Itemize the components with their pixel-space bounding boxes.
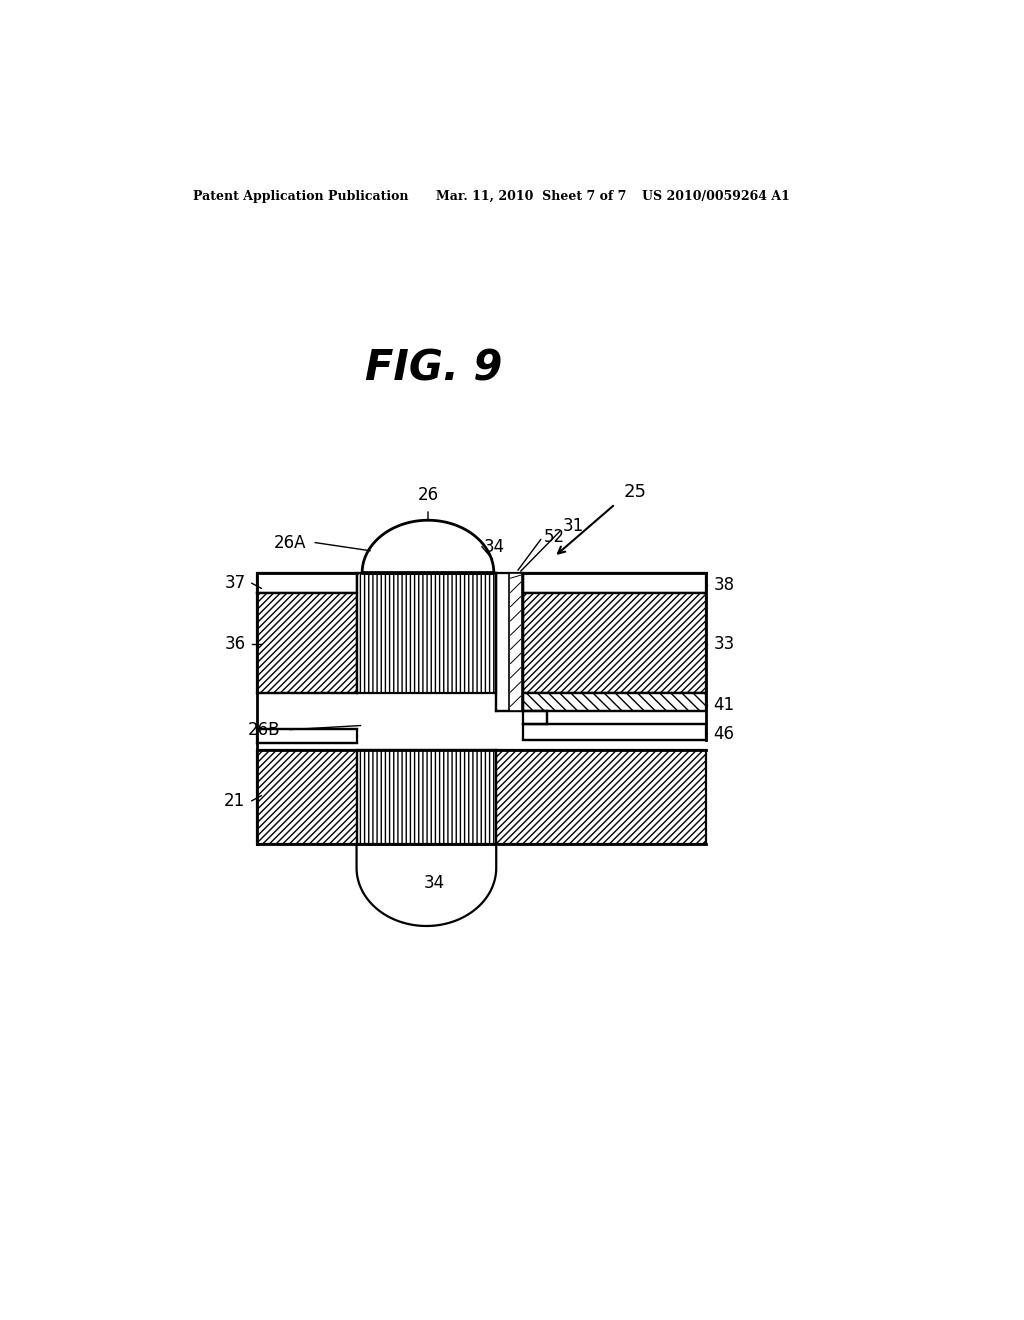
Bar [497, 573, 523, 711]
Text: 36: 36 [224, 635, 246, 653]
Text: 46: 46 [714, 725, 734, 743]
Text: 34: 34 [424, 874, 444, 892]
Polygon shape [356, 845, 497, 927]
Text: 38: 38 [714, 577, 735, 594]
Text: US 2010/0059264 A1: US 2010/0059264 A1 [642, 190, 791, 202]
Text: 37: 37 [224, 574, 246, 593]
Bar [509, 573, 522, 711]
Bar [523, 723, 706, 739]
Bar [523, 711, 547, 723]
Bar [356, 573, 497, 693]
Polygon shape [362, 520, 494, 573]
Bar [356, 750, 497, 845]
Text: 41: 41 [714, 696, 735, 714]
Bar [523, 573, 706, 594]
Text: Mar. 11, 2010  Sheet 7 of 7: Mar. 11, 2010 Sheet 7 of 7 [436, 190, 627, 202]
Text: 34: 34 [483, 537, 505, 556]
Bar [257, 594, 356, 693]
Text: 26A: 26A [273, 533, 306, 552]
Text: 21: 21 [224, 792, 246, 809]
Text: 31: 31 [563, 517, 584, 536]
Bar [257, 573, 356, 594]
Bar [356, 845, 497, 867]
Text: 26B: 26B [248, 721, 281, 739]
Bar [523, 594, 706, 693]
Text: 52: 52 [544, 528, 565, 545]
Text: 33: 33 [714, 635, 735, 653]
Bar [523, 693, 706, 711]
Text: FIG. 9: FIG. 9 [365, 347, 502, 389]
Text: Patent Application Publication: Patent Application Publication [194, 190, 409, 202]
Bar [257, 750, 706, 845]
Text: 26: 26 [418, 486, 438, 504]
Bar [257, 729, 356, 743]
Text: 25: 25 [624, 483, 647, 500]
